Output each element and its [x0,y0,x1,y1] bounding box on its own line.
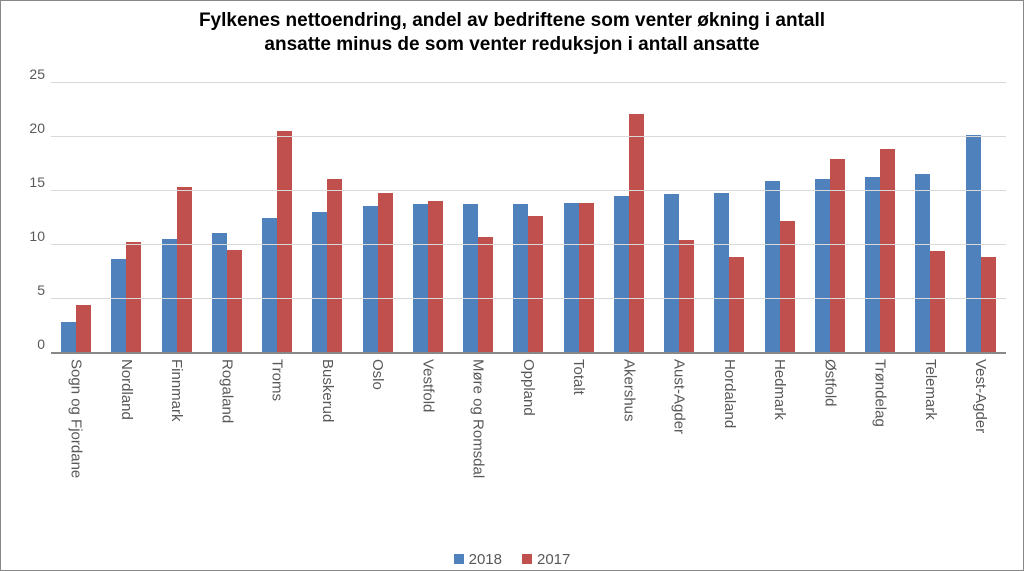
x-tick-label: Troms [269,359,286,478]
bar-group [212,233,242,353]
bar [262,218,277,353]
bar-group [915,174,945,353]
bar [880,149,895,353]
x-tick-label: Oslo [369,359,386,478]
title-line-1: Fylkenes nettoendring, andel av bedrifte… [1,9,1023,33]
bar [312,212,327,353]
bar-group [664,194,694,353]
x-tick-label: Østfold [821,359,838,478]
bar [981,257,996,353]
gridline [51,352,1006,353]
bar-group [312,179,342,353]
x-tick-label: Vest-Agder [972,359,989,478]
bar [61,322,76,353]
chart-title: Fylkenes nettoendring, andel av bedrifte… [1,1,1023,57]
bar [714,193,729,353]
x-tick-label: Vestfold [419,359,436,478]
bar [478,237,493,353]
bar-group [363,193,393,353]
bar [729,257,744,353]
y-tick-label: 20 [29,120,45,136]
bar [76,305,91,353]
bar [528,216,543,353]
bar [428,201,443,353]
x-tick-label: Trøndelag [872,359,889,478]
legend-item: 2017 [522,551,570,568]
bar-group [815,159,845,353]
x-tick-label: Akershus [620,359,637,478]
bar [629,114,644,353]
gridline [51,190,1006,191]
y-tick-label: 15 [29,174,45,190]
legend: 2018 2017 [1,551,1023,569]
y-tick-label: 5 [37,282,45,298]
legend-item: 2018 [454,551,502,568]
bar-group [614,114,644,353]
x-tick-label: Buskerud [319,359,336,478]
bar [363,206,378,353]
legend-swatch [454,554,464,564]
bar-group [61,305,91,353]
bar [930,251,945,353]
legend-swatch [522,554,532,564]
gridline [51,244,1006,245]
chart-container: Fylkenes nettoendring, andel av bedrifte… [0,0,1024,571]
x-tick-label: Hedmark [771,359,788,478]
gridline [51,82,1006,83]
bar [815,179,830,353]
y-tick-label: 25 [29,66,45,82]
bar [564,203,579,353]
x-axis-labels: Sogn og Fjordane Nordland Finnmark Rogaland… [51,359,1006,478]
bar [780,221,795,353]
x-tick-label: Telemark [922,359,939,478]
bar [579,203,594,353]
x-tick-label: Totalt [570,359,587,478]
bar [227,250,242,353]
bar [463,204,478,353]
bar [162,239,177,353]
x-tick-label: Nordland [118,359,135,478]
bar [177,187,192,353]
x-tick-label: Sogn og Fjordane [68,359,85,478]
bar-group [564,203,594,353]
y-tick-label: 0 [37,336,45,352]
bar-group [865,149,895,353]
bar [679,240,694,353]
bar [865,177,880,353]
bar-group [413,201,443,353]
plot-area: 0510152025 [51,83,1006,354]
bar-group [513,204,543,353]
legend-label: 2018 [469,551,502,568]
x-tick-label: Hordaland [721,359,738,478]
title-line-2: ansatte minus de som venter reduksjon i … [1,33,1023,57]
bars-container [51,83,1006,353]
bar [212,233,227,353]
legend-label: 2017 [537,551,570,568]
x-tick-label: Aust-Agder [671,359,688,478]
x-tick-label: Rogaland [218,359,235,478]
x-tick-label: Finnmark [168,359,185,478]
gridline [51,136,1006,137]
bar [413,204,428,353]
y-tick-label: 10 [29,228,45,244]
bar-group [262,131,292,353]
bar-group [765,181,795,353]
bar [765,181,780,353]
bar [327,179,342,353]
bar-group [162,187,192,353]
bar [378,193,393,353]
x-tick-label: Møre og Romsdal [470,359,487,478]
bar [915,174,930,353]
gridline [51,298,1006,299]
bar [664,194,679,353]
bar [614,196,629,353]
bar [513,204,528,353]
x-tick-label: Oppland [520,359,537,478]
bar [111,259,126,353]
bar [830,159,845,353]
bar [277,131,292,353]
bar-group [463,204,493,353]
bar-group [714,193,744,353]
